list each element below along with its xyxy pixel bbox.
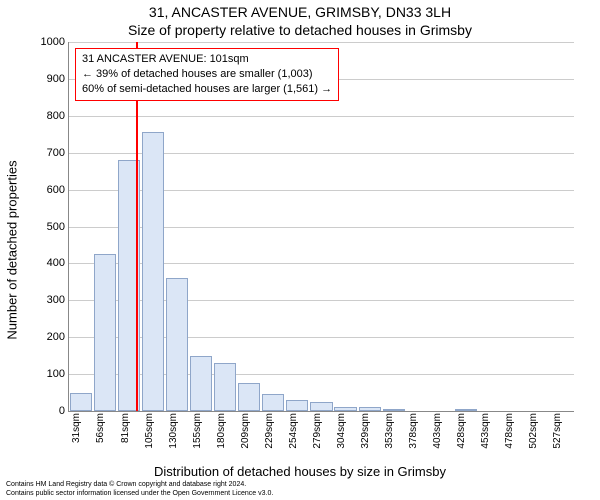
x-tick-label: 254sqm bbox=[288, 413, 299, 449]
annotation-line: 60% of semi-detached houses are larger (… bbox=[82, 82, 332, 97]
x-tick-label: 353sqm bbox=[384, 413, 395, 449]
footer: Contains HM Land Registry data © Crown c… bbox=[6, 481, 594, 498]
y-tick-label: 700 bbox=[47, 147, 65, 159]
y-axis-label: Number of detached properties bbox=[5, 160, 20, 339]
y-tick-label: 600 bbox=[47, 184, 65, 196]
x-tick-label: 209sqm bbox=[240, 413, 251, 449]
x-tick-label: 527sqm bbox=[552, 413, 563, 449]
title-line-2: Size of property relative to detached ho… bbox=[0, 22, 600, 38]
y-tick-label: 1000 bbox=[41, 36, 65, 48]
x-tick-label: 56sqm bbox=[95, 413, 106, 443]
x-axis-label: Distribution of detached houses by size … bbox=[0, 464, 600, 479]
footer-line: Contains public sector information licen… bbox=[6, 490, 594, 498]
annotation-line: 31 ANCASTER AVENUE: 101sqm bbox=[82, 52, 332, 67]
histogram-bar bbox=[238, 383, 260, 411]
x-tick-label: 155sqm bbox=[192, 413, 203, 449]
x-tick-label: 428sqm bbox=[456, 413, 467, 449]
histogram-bar bbox=[214, 363, 236, 411]
x-tick-label: 478sqm bbox=[504, 413, 515, 449]
x-tick-label: 81sqm bbox=[120, 413, 131, 443]
title-line-1: 31, ANCASTER AVENUE, GRIMSBY, DN33 3LH bbox=[0, 4, 600, 20]
x-tick-label: 229sqm bbox=[264, 413, 275, 449]
x-tick-label: 329sqm bbox=[360, 413, 371, 449]
histogram-bar bbox=[142, 132, 164, 411]
x-tick-label: 304sqm bbox=[336, 413, 347, 449]
y-tick-label: 0 bbox=[59, 405, 65, 417]
y-tick-label: 800 bbox=[47, 110, 65, 122]
y-tick-label: 100 bbox=[47, 368, 65, 380]
footer-line: Contains HM Land Registry data © Crown c… bbox=[6, 481, 594, 489]
histogram-bar bbox=[383, 409, 405, 411]
x-tick-label: 279sqm bbox=[312, 413, 323, 449]
annotation-box: 31 ANCASTER AVENUE: 101sqm ← 39% of deta… bbox=[75, 48, 339, 101]
histogram-bar bbox=[190, 356, 212, 411]
histogram-bar bbox=[359, 407, 381, 411]
gridline bbox=[69, 116, 574, 117]
histogram-bar bbox=[286, 400, 308, 411]
y-tick-label: 300 bbox=[47, 294, 65, 306]
x-tick-label: 378sqm bbox=[408, 413, 419, 449]
annotation-line: ← 39% of detached houses are smaller (1,… bbox=[82, 67, 332, 82]
histogram-bar bbox=[70, 393, 92, 411]
x-tick-label: 31sqm bbox=[71, 413, 82, 443]
histogram-bar bbox=[334, 407, 356, 411]
y-tick-label: 900 bbox=[47, 73, 65, 85]
x-tick-label: 180sqm bbox=[216, 413, 227, 449]
x-tick-label: 453sqm bbox=[480, 413, 491, 449]
x-tick-label: 502sqm bbox=[528, 413, 539, 449]
histogram-bar bbox=[94, 254, 116, 411]
x-tick-label: 403sqm bbox=[432, 413, 443, 449]
histogram-bar bbox=[455, 409, 477, 411]
y-tick-label: 500 bbox=[47, 221, 65, 233]
y-tick-label: 200 bbox=[47, 331, 65, 343]
chart-frame: 31, ANCASTER AVENUE, GRIMSBY, DN33 3LH S… bbox=[0, 0, 600, 500]
y-tick-label: 400 bbox=[47, 257, 65, 269]
x-tick-label: 105sqm bbox=[144, 413, 155, 449]
histogram-bar bbox=[262, 394, 284, 411]
histogram-bar bbox=[310, 402, 332, 411]
histogram-bar bbox=[166, 278, 188, 411]
plot-area: 0100200300400500600700800900100031sqm56s… bbox=[68, 42, 574, 412]
x-tick-label: 130sqm bbox=[168, 413, 179, 449]
gridline bbox=[69, 42, 574, 43]
